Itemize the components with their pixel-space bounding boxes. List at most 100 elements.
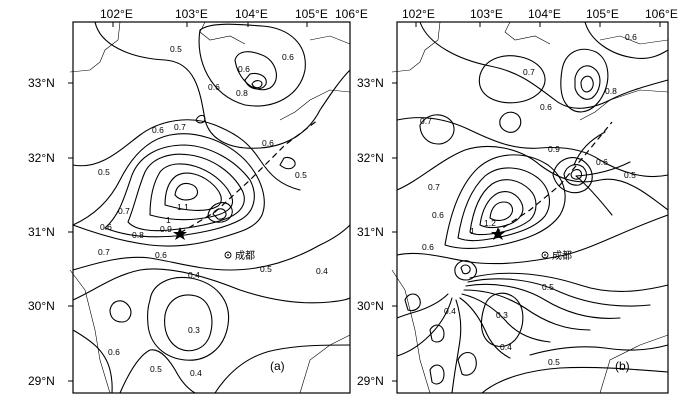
contour-label: 0.4 [190,368,202,378]
contour-line [396,117,669,178]
contour-label: 0.8 [132,230,144,240]
contour-label: 0.7 [118,206,130,216]
lat-label-30: 30°N [357,299,384,313]
contour-line [207,202,233,223]
contour-line [119,349,196,394]
contour-label: 0.6 [422,242,434,252]
contour-label: 0.6 [262,138,274,148]
contour-label: 0.6 [282,52,294,62]
contour-line [127,153,245,232]
contour-line [444,154,566,249]
contour-line [467,278,651,307]
contour-line [104,144,255,238]
contour-label: 0.5 [548,357,560,367]
panel-a-tag: (a) [270,359,285,373]
panel-b-epicenter-star [491,227,505,240]
panel-b-frame [396,21,669,394]
contour-label: 0.6 [208,82,220,92]
contour-line [454,260,477,281]
lat-label-32: 32°N [357,151,384,165]
contour-label: 0.6 [155,250,167,260]
contour-line [478,55,546,104]
lon-label-104: 104°E [528,7,561,21]
contour-label: 0.6 [596,157,608,167]
contour-line [465,283,621,319]
contour-line [404,293,421,312]
contour-line [457,351,477,376]
lon-label-105: 105°E [295,7,328,21]
contour-label: 0.8 [605,86,617,96]
contour-label: 0.6 [540,102,552,112]
contour-line [463,289,591,331]
lat-label-32: 32°N [28,151,55,165]
panel-b-admin-border [579,89,669,121]
contour-line [419,114,455,145]
contour-line [198,23,306,107]
contour-line [72,119,301,191]
lon-label-103: 103°E [175,7,208,21]
contour-line [460,264,471,275]
contour-line [164,294,213,352]
contour-line [149,163,234,221]
lon-label-105: 105°E [586,7,619,21]
contour-line [489,201,513,221]
contour-line [234,51,277,91]
lon-label-102: 102°E [402,7,435,21]
contour-line [72,268,351,304]
contour-label: 0.3 [496,310,508,320]
contour-line [251,80,263,89]
contour-line [244,72,267,90]
contour-label: 0.4 [188,270,200,280]
lat-label-31: 31°N [28,225,55,239]
lat-label-31: 31°N [357,225,384,239]
contour-label: 0.4 [316,266,328,276]
panel-b-city-marker: 成都 [541,250,572,262]
panel-b-map: 102°E 103°E 104°E 105°E 106°E 33°N 32°N … [357,7,678,394]
contour-line [584,21,669,59]
contour-label: 0.7 [428,182,440,192]
panel-b-ticks [392,22,661,382]
lon-label-104: 104°E [235,7,268,21]
contour-label: 1.1 [177,202,189,212]
contour-line [469,179,537,236]
contour-line [480,292,524,347]
panel-a-admin-border [279,89,351,121]
contour-line [72,329,113,394]
contour-label: 0.9 [548,144,560,154]
contour-line [570,169,583,180]
contour-line [481,366,669,394]
panel-a-frame [72,21,351,394]
lat-label-29: 29°N [28,374,55,388]
panel-a-city-marker: 成都 [224,250,255,262]
contour-line [560,48,609,113]
panel-b-admin-border [599,334,669,394]
lat-label-33: 33°N [28,76,55,90]
lon-label-106: 106°E [335,7,368,21]
panel-a-admin-border [69,21,121,73]
panel-b-city-label: 成都 [552,250,572,262]
contour-label: 0.5 [170,44,182,54]
contour-label: 0.6 [625,32,637,42]
contour-line [459,297,511,359]
contour-line [479,191,524,229]
contour-line [109,300,132,323]
contour-line [279,156,296,170]
contour-label: 0.7 [420,116,432,126]
contour-label: 0.5 [98,167,110,177]
contour-line [529,344,669,356]
contour-line [419,21,669,109]
contour-label: 0.3 [188,325,200,335]
panel-a-ticks [68,22,351,382]
contour-label: 0.4 [444,306,456,316]
panel-b-contour-labels: 0.6 0.7 0.8 0.6 0.7 0.9 0.6 0.5 0.7 0.6 … [420,32,637,367]
lat-label-33: 33°N [357,76,384,90]
contour-line [575,161,631,177]
contour-line [164,172,222,211]
contour-label: 0.7 [523,67,535,77]
contour-label: 0.7 [174,122,186,132]
contour-line [429,324,445,343]
contour-line [469,272,669,292]
contour-line [499,111,522,133]
